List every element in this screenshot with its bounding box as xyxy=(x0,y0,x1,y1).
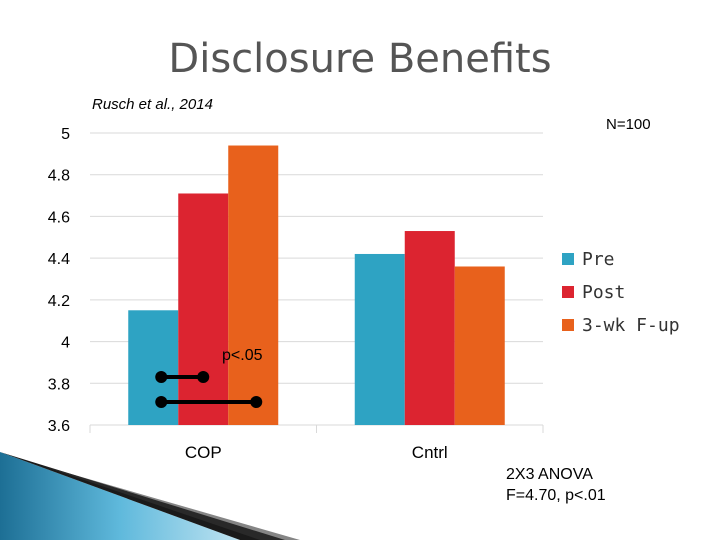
stats-line-1: 2X3 ANOVA xyxy=(506,466,593,483)
x-category-label: Cntrl xyxy=(412,443,448,462)
legend-swatch xyxy=(562,286,574,298)
y-tick-label: 4.6 xyxy=(48,209,70,226)
legend-label: 3-wk F-up xyxy=(582,315,680,336)
legend-label: Pre xyxy=(582,249,615,270)
x-category-label: COP xyxy=(185,443,222,462)
bracket-pre-fup-dot-start xyxy=(155,396,168,408)
y-tick-label: 4.2 xyxy=(48,293,70,310)
bar-cntrl-3-wk-f-up xyxy=(454,266,505,425)
citation: Rusch et al., 2014 xyxy=(92,96,213,113)
legend-swatch xyxy=(562,319,574,331)
bar-cntrl-post xyxy=(404,231,455,425)
legend-label: Post xyxy=(582,282,625,303)
y-tick-label: 4 xyxy=(61,335,70,352)
legend-swatch xyxy=(562,253,574,265)
y-tick-label: 3.8 xyxy=(48,376,70,393)
anova-stats: 2X3 ANOVA F=4.70, p<.01 xyxy=(506,464,606,506)
y-tick-label: 5 xyxy=(61,126,70,143)
bar-cop-pre xyxy=(128,310,179,425)
bracket-pre-post-dot-start xyxy=(155,371,168,383)
y-tick-label: 4.8 xyxy=(48,168,70,185)
bar-cop-post xyxy=(178,193,229,425)
bracket-pre-post-dot-end xyxy=(197,371,210,383)
significance-label: p<.05 xyxy=(222,347,263,364)
bracket-pre-fup-dot-end xyxy=(250,396,263,408)
y-tick-label: 3.6 xyxy=(48,418,70,435)
slide-title: Disclosure Benefits xyxy=(168,36,552,82)
bar-cop-3-wk-f-up xyxy=(228,145,279,425)
sample-size-label: N=100 xyxy=(606,116,651,133)
bar-cntrl-pre xyxy=(354,253,405,425)
y-tick-label: 4.4 xyxy=(48,251,70,268)
stats-line-2: F=4.70, p<.01 xyxy=(506,487,606,504)
